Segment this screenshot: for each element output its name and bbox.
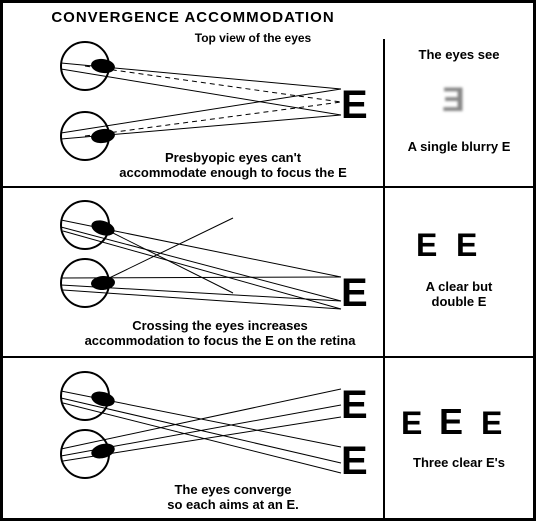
panel1-caption-l1: Presbyopic eyes can't accommodate enough… (119, 150, 347, 180)
panel2-caption-text: Crossing the eyes increases accommodatio… (85, 318, 356, 348)
panel3-caption-text: The eyes converge so each aims at an E. (167, 482, 299, 512)
panel3-right-E1: E (401, 405, 422, 442)
panel3-right-E3: E (481, 405, 502, 442)
panel1-right-top: The eyes see (385, 47, 533, 62)
panel2-right-E2: E (456, 227, 477, 264)
diagram-frame: CONVERGENCE ACCOMMODATION Top view of th… (0, 0, 536, 521)
panel3-right-label: Three clear E's (385, 455, 533, 470)
panel1-blurry-E: E (443, 81, 465, 120)
panel2-right-label: A clear but double E (385, 279, 533, 309)
panel3-target-E1: E (341, 383, 368, 428)
panel2-target-E: E (341, 271, 368, 316)
panel3-target-E2: E (341, 439, 368, 484)
panel3-caption: The eyes converge so each aims at an E. (133, 483, 333, 513)
panel3-right-E2: E (439, 401, 463, 443)
panel1-caption: Presbyopic eyes can't accommodate enough… (93, 151, 373, 181)
panel2-caption: Crossing the eyes increases accommodatio… (65, 319, 375, 349)
panel2-right-E1: E (416, 227, 437, 264)
panel1-target-E: E (341, 83, 368, 128)
panel1-right-bottom: A single blurry E (385, 139, 533, 154)
